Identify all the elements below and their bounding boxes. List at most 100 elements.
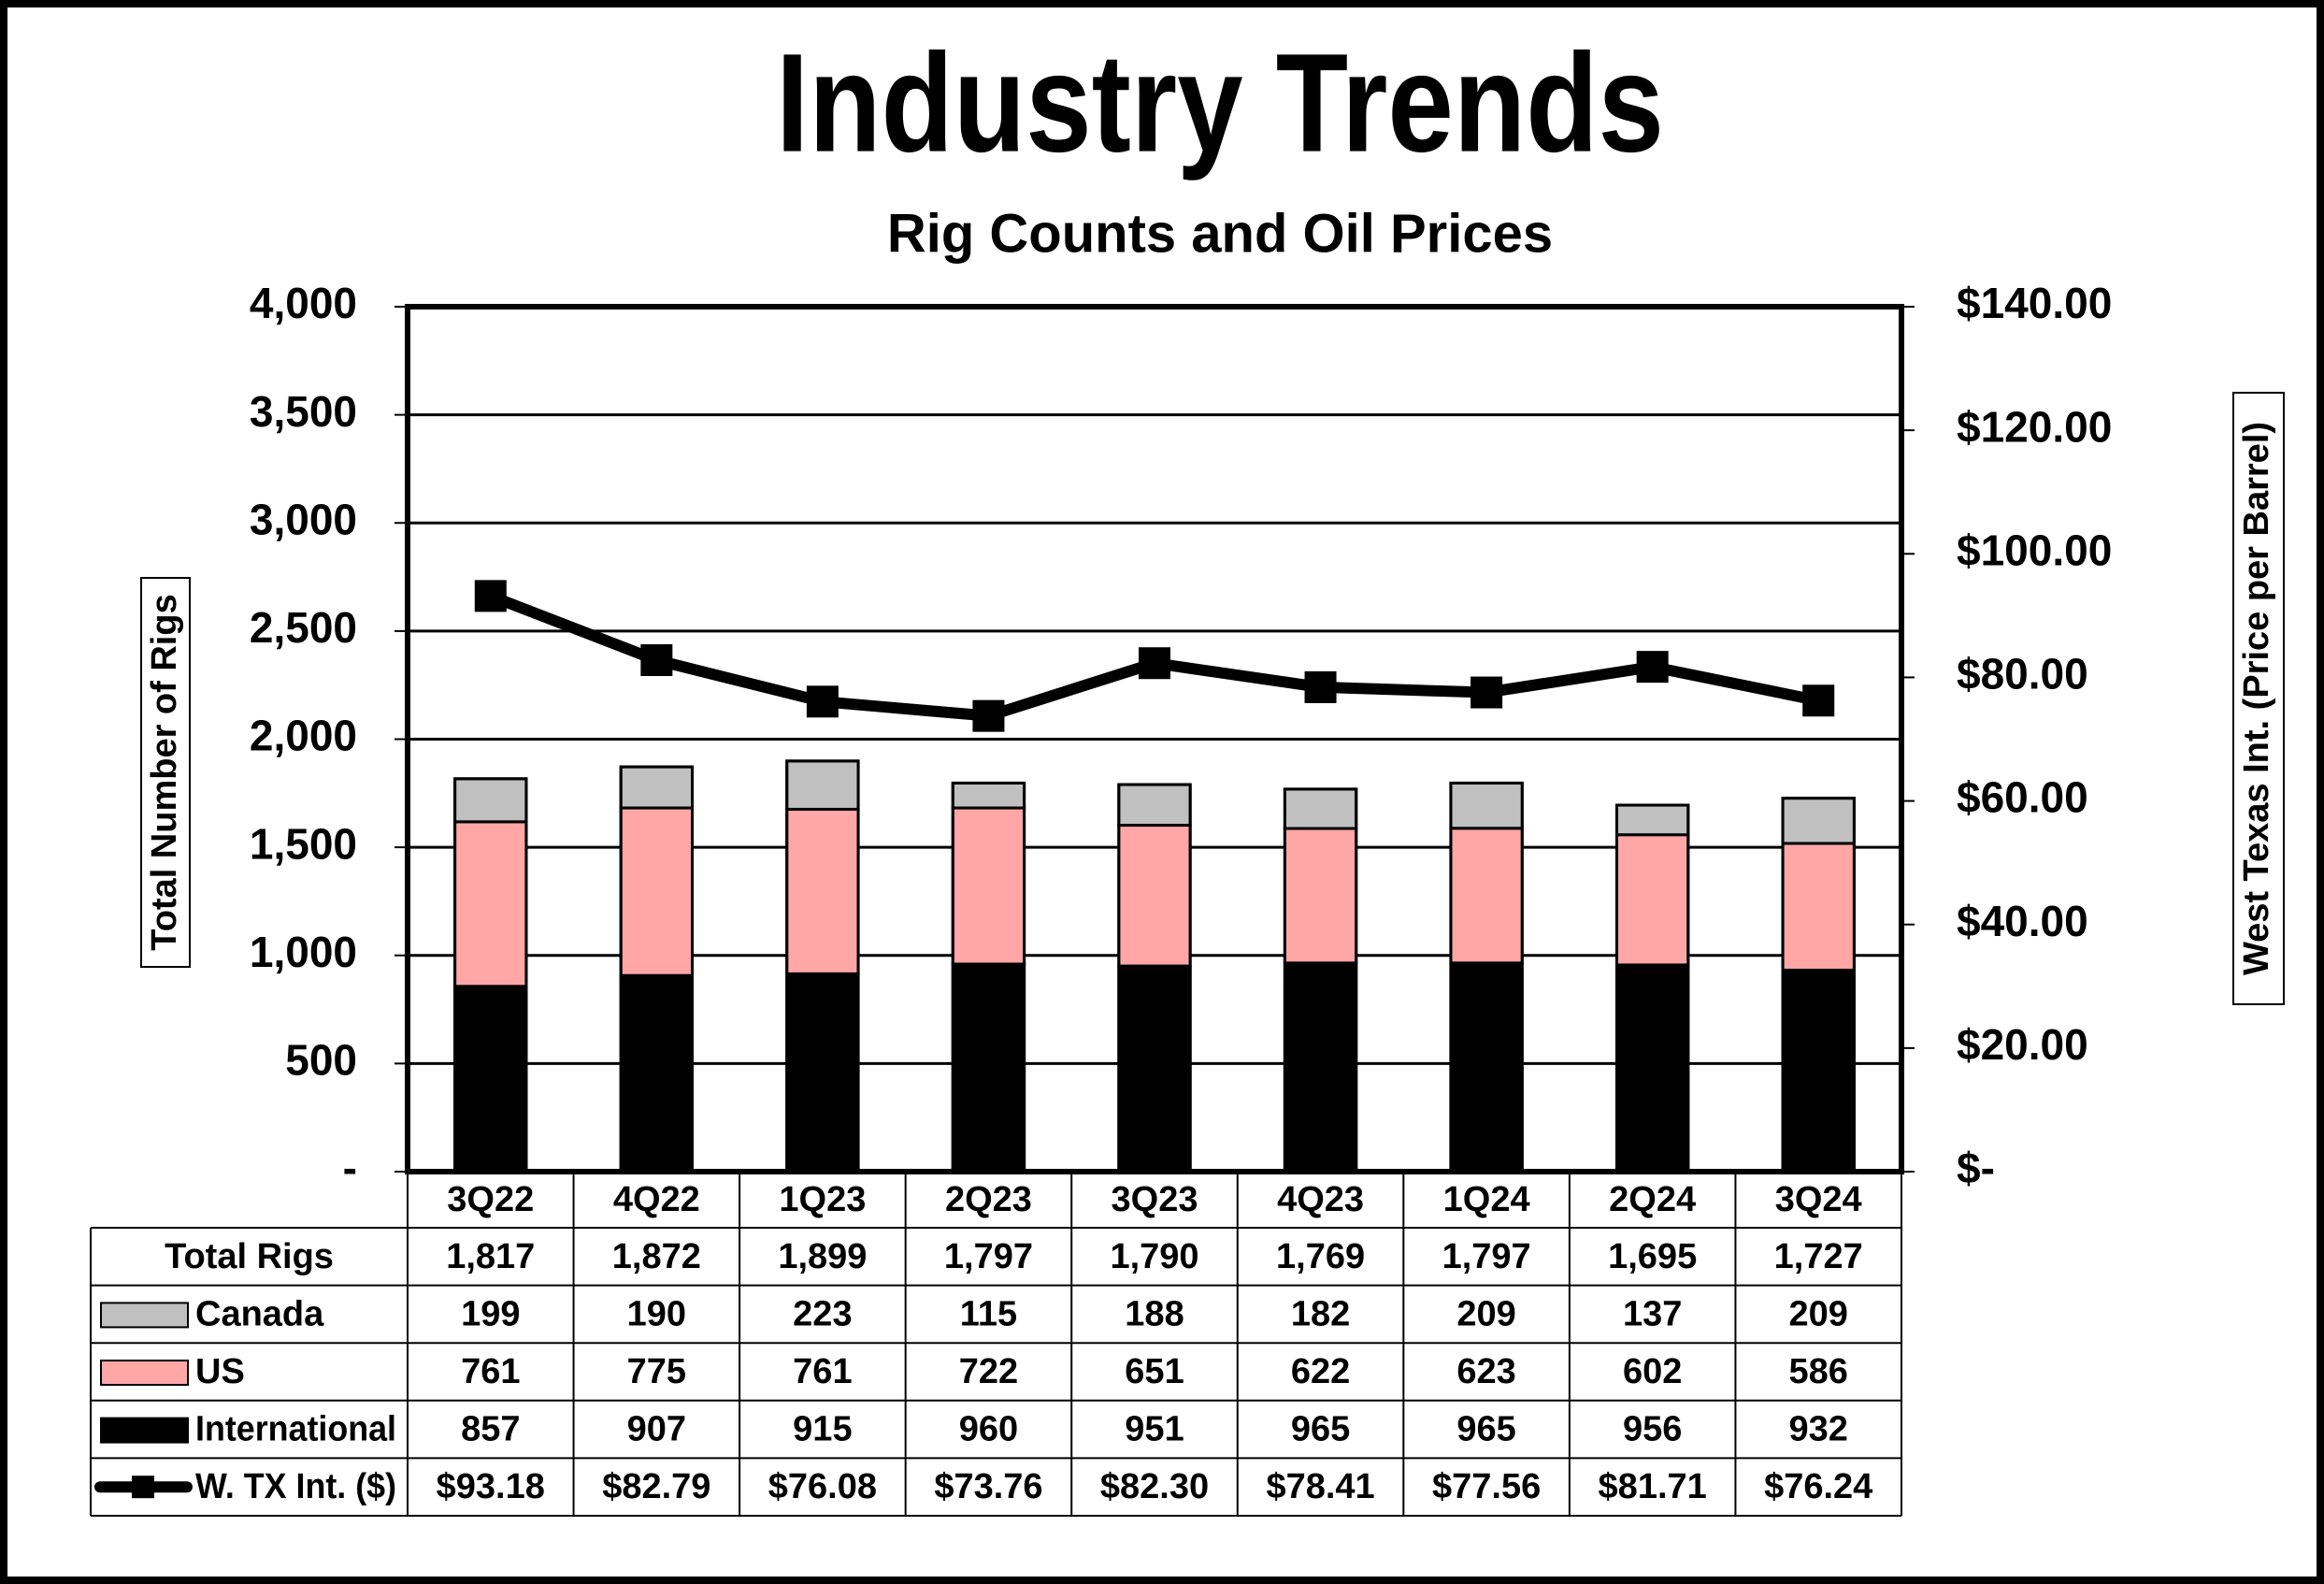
y-tick-label: 4,000 xyxy=(250,279,357,327)
row-label: Total Rigs xyxy=(165,1237,334,1276)
table-cell: 915 xyxy=(793,1410,852,1449)
x-tick-label: 2Q24 xyxy=(1609,1180,1696,1219)
table-cell: 182 xyxy=(1291,1294,1350,1333)
bar-segment xyxy=(453,985,528,1174)
legend-label: W. TX Int. ($) xyxy=(195,1467,396,1506)
line-marker xyxy=(1636,651,1669,684)
x-tick-label: 1Q24 xyxy=(1443,1180,1530,1219)
y2-tick-label: $40.00 xyxy=(1957,897,2088,945)
line-marker xyxy=(1470,676,1503,709)
y-tick-label: - xyxy=(343,1144,357,1192)
x-tick-label: 1Q23 xyxy=(779,1180,866,1219)
y2-axis-title: West Texas Int. (Price per Barrel) xyxy=(2237,422,2276,975)
table-cell: 907 xyxy=(627,1410,686,1449)
y-tick-label: 2,500 xyxy=(250,603,357,652)
table-cell: 623 xyxy=(1456,1352,1515,1391)
bar-segment xyxy=(1117,964,1192,1174)
y-tick-label: 3,500 xyxy=(250,387,357,436)
chart-title: Industry Trends xyxy=(776,24,1664,181)
table-cell: $93.18 xyxy=(437,1467,545,1506)
table-cell: $73.76 xyxy=(934,1467,1042,1506)
table-cell: 137 xyxy=(1623,1294,1682,1333)
table-cell: 199 xyxy=(461,1294,520,1333)
y-tick-label: 500 xyxy=(285,1036,357,1085)
table-cell: 622 xyxy=(1291,1352,1350,1391)
line-marker xyxy=(1139,647,1170,680)
table-cell: 1,695 xyxy=(1608,1237,1697,1276)
bar-segment xyxy=(453,820,528,988)
table-cell: 761 xyxy=(793,1352,852,1391)
bar-segment xyxy=(1781,797,1856,845)
table-cell: 209 xyxy=(1789,1294,1848,1333)
bar-segment xyxy=(1449,961,1524,1174)
line-marker xyxy=(1304,670,1337,703)
legend-label: Canada xyxy=(195,1294,324,1333)
bar-segment xyxy=(1117,824,1192,968)
bar-segment xyxy=(1614,833,1690,967)
bar-segment xyxy=(951,806,1026,966)
table-cell: 1,727 xyxy=(1774,1237,1863,1276)
y-axis-title: Total Number of Rigs xyxy=(145,594,184,950)
bar-segment xyxy=(1614,803,1690,837)
bar-segment xyxy=(785,759,860,811)
table-cell: 951 xyxy=(1125,1410,1184,1449)
table-cell: 188 xyxy=(1125,1294,1184,1333)
x-tick-label: 4Q23 xyxy=(1277,1180,1364,1219)
x-tick-label: 4Q22 xyxy=(613,1180,700,1219)
x-tick-label: 2Q23 xyxy=(945,1180,1032,1219)
table-cell: 1,817 xyxy=(446,1237,535,1276)
bar-segment xyxy=(1283,787,1358,830)
x-tick-label: 3Q22 xyxy=(447,1180,534,1219)
bar-segment xyxy=(619,973,695,1174)
table-cell: 586 xyxy=(1789,1352,1848,1391)
line-marker xyxy=(972,699,1005,732)
bar-segment xyxy=(619,806,695,977)
bar-segment xyxy=(1283,827,1358,965)
table-cell: 223 xyxy=(793,1294,852,1333)
y2-tick-label: $80.00 xyxy=(1957,650,2088,698)
y2-tick-label: $140.00 xyxy=(1957,279,2112,327)
x-tick-label: 3Q23 xyxy=(1112,1180,1198,1219)
table-cell: $77.56 xyxy=(1432,1467,1541,1506)
bar-segment xyxy=(785,807,860,975)
bar-segment xyxy=(1781,968,1856,1174)
bar-segment xyxy=(1614,963,1690,1174)
bar-segment xyxy=(1117,783,1192,828)
legend-swatch xyxy=(100,1302,189,1329)
table-cell: 722 xyxy=(959,1352,1018,1391)
bar-segment xyxy=(785,972,860,1174)
x-tick-label: 3Q24 xyxy=(1775,1180,1862,1219)
chart-subtitle: Rig Counts and Oil Prices xyxy=(887,203,1553,264)
line-marker xyxy=(1802,684,1835,717)
line-marker xyxy=(640,643,673,676)
line-marker xyxy=(806,685,839,718)
y-tick-label: 3,000 xyxy=(250,495,357,543)
y-tick-label: 1,500 xyxy=(250,819,357,868)
table-cell: 115 xyxy=(960,1294,1017,1333)
bar-segment xyxy=(951,781,1026,810)
table-cell: 965 xyxy=(1291,1410,1350,1449)
table-cell: $76.24 xyxy=(1764,1467,1872,1506)
table-cell: 651 xyxy=(1125,1352,1184,1391)
y2-tick-label: $20.00 xyxy=(1957,1020,2088,1069)
line-marker xyxy=(474,580,507,612)
table-cell: $81.71 xyxy=(1599,1467,1707,1506)
table-cell: $82.30 xyxy=(1100,1467,1209,1506)
bar-segment xyxy=(1449,827,1524,965)
legend-label: International xyxy=(195,1410,396,1449)
bar-segment xyxy=(453,777,528,824)
y-label-box xyxy=(140,577,191,968)
table-cell: 1,899 xyxy=(778,1237,867,1276)
bar-segment xyxy=(1283,961,1358,1174)
plot-frame xyxy=(405,304,1904,1174)
table-cell: 761 xyxy=(461,1352,520,1391)
y2-tick-label: $100.00 xyxy=(1957,526,2112,574)
table-cell: 1,769 xyxy=(1276,1237,1365,1276)
table-cell: 1,790 xyxy=(1110,1237,1198,1276)
table-cell: 1,872 xyxy=(612,1237,701,1276)
y2-tick-label: $- xyxy=(1957,1144,1995,1192)
table-cell: 209 xyxy=(1456,1294,1515,1333)
table-cell: 857 xyxy=(461,1410,520,1449)
y2-tick-label: $120.00 xyxy=(1957,402,2112,451)
